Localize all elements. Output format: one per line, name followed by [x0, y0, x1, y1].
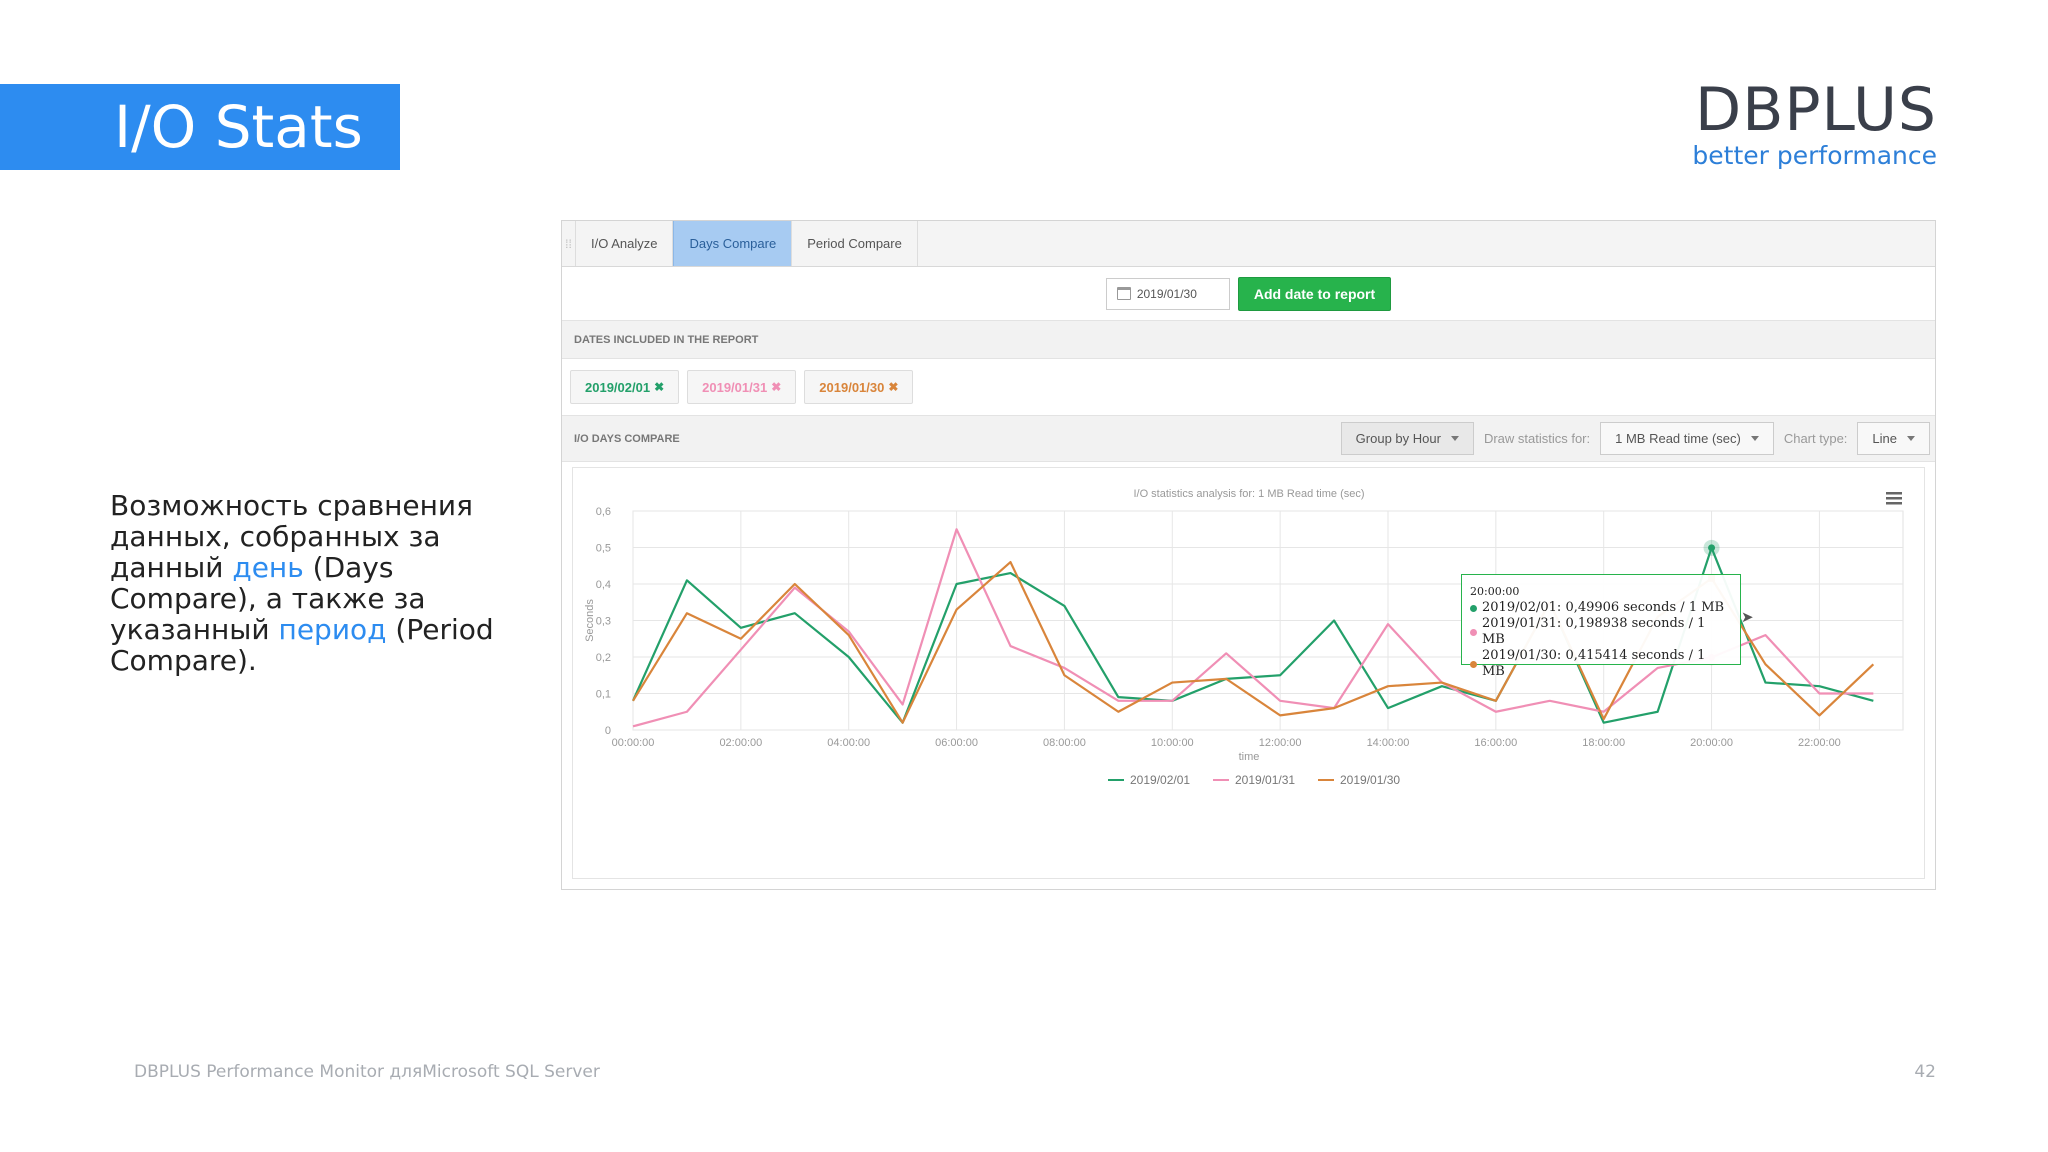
chart-type-value: Line — [1872, 431, 1897, 446]
x-tick-label: 06:00:00 — [935, 737, 978, 749]
date-chip-1[interactable]: 2019/02/01 ✖ — [570, 370, 680, 404]
description-text: Возможность сравнения данных, собранных … — [110, 490, 530, 676]
tooltip-row-text: 2019/01/31: 0,198938 seconds / 1 MB — [1482, 616, 1706, 647]
legend-label: 2019/02/01 — [1130, 773, 1190, 787]
x-tick-label: 00:00:00 — [612, 737, 655, 749]
y-tick-label: 0,3 — [596, 616, 611, 628]
tooltip-row: 2019/02/01: 0,49906 seconds / 1 MB — [1470, 600, 1732, 616]
y-tick-label: 0 — [605, 725, 611, 737]
mouse-cursor-icon: ➤ — [1741, 609, 1754, 626]
remove-icon[interactable]: ✖ — [654, 380, 665, 394]
calendar-icon — [1116, 287, 1131, 300]
draw-statistics-label: Draw statistics for: — [1483, 431, 1591, 446]
desc-part-3: (Period Compare). — [110, 613, 494, 677]
io-chart: 0 0,1 0,2 0,3 0,4 0,5 0,6 00:00:00 02:00:00 04:00… — [572, 467, 1925, 879]
date-chip-label: 2019/01/31 — [702, 379, 768, 395]
chart-tooltip: 20:00:00 2019/02/01: 0,49906 seconds / 1… — [1461, 574, 1741, 679]
menu-icon — [1886, 492, 1902, 495]
series-dot-icon — [1470, 660, 1477, 668]
chart-title: I/O statistics analysis for: 1 MB Read t… — [1133, 488, 1364, 500]
remove-icon[interactable]: ✖ — [888, 380, 899, 394]
x-tick-label: 18:00:00 — [1582, 737, 1625, 749]
tooltip-row: 2019/01/31: 0,198938 seconds / 1 MB — [1470, 616, 1732, 648]
legend-label: 2019/01/30 — [1340, 773, 1400, 787]
remove-icon[interactable]: ✖ — [771, 380, 782, 394]
logo-tagline: better performance — [1692, 141, 1937, 170]
compare-toolbar: I/O DAYS COMPARE Group by Hour Draw stat… — [562, 416, 1935, 462]
group-by-select[interactable]: Group by Hour — [1340, 422, 1474, 455]
x-tick-label: 02:00:00 — [719, 737, 762, 749]
y-tick-label: 0,5 — [596, 543, 611, 555]
dbplus-logo: DBPLUS better performance — [1692, 78, 1937, 170]
grip-icon[interactable]: ⁞⁞ — [562, 221, 576, 266]
draw-statistics-value: 1 MB Read time (sec) — [1615, 431, 1741, 446]
x-tick-label: 14:00:00 — [1367, 737, 1410, 749]
date-chips: 2019/02/01 ✖ 2019/01/31 ✖ 2019/01/30 ✖ — [562, 359, 1935, 416]
tooltip-row-text: 2019/02/01: 0,49906 seconds / 1 MB — [1482, 600, 1725, 615]
tooltip-row-text: 2019/01/30: 0,415414 seconds / 1 MB — [1482, 648, 1706, 679]
date-chip-label: 2019/02/01 — [585, 379, 651, 395]
x-axis-label: time — [1239, 751, 1260, 763]
series-dot-icon — [1470, 604, 1477, 612]
chevron-down-icon — [1450, 436, 1459, 441]
y-tick-label: 0,1 — [596, 689, 611, 701]
page-number: 42 — [1914, 1062, 1936, 1082]
x-tick-label: 04:00:00 — [827, 737, 870, 749]
tab-bar: ⁞⁞ I/O Analyze Days Compare Period Compa… — [562, 221, 1935, 267]
series-dot-icon — [1470, 628, 1477, 636]
series-point-2019/02/01 — [1708, 544, 1716, 552]
draw-statistics-select[interactable]: 1 MB Read time (sec) — [1600, 422, 1774, 455]
date-input[interactable]: 2019/01/30 — [1105, 277, 1230, 310]
chevron-down-icon — [1750, 436, 1759, 441]
x-tick-label: 22:00:00 — [1798, 737, 1841, 749]
app-screenshot-panel: ⁞⁞ I/O Analyze Days Compare Period Compa… — [561, 220, 1936, 890]
dates-section-header: DATES INCLUDED IN THE REPORT — [562, 321, 1935, 359]
tab-io-analyze[interactable]: I/O Analyze — [576, 221, 674, 266]
date-chip-2[interactable]: 2019/01/31 ✖ — [687, 370, 797, 404]
legend-label: 2019/01/31 — [1235, 773, 1295, 787]
tooltip-row: 2019/01/30: 0,415414 seconds / 1 MB — [1470, 648, 1732, 680]
y-tick-label: 0,4 — [596, 579, 611, 591]
group-by-value: Group by Hour — [1355, 431, 1441, 446]
footer-text: DBPLUS Performance Monitor дляMicrosoft … — [134, 1062, 600, 1082]
desc-part-2: (Days Compare), а также за указанный — [110, 551, 426, 646]
desc-highlight-day: день — [232, 551, 304, 584]
x-tick-label: 10:00:00 — [1151, 737, 1194, 749]
date-input-value: 2019/01/30 — [1136, 286, 1197, 301]
x-tick-label: 08:00:00 — [1043, 737, 1086, 749]
chart-type-select[interactable]: Line — [1857, 422, 1930, 455]
y-axis-label: Seconds — [584, 599, 596, 642]
logo-main-text: DBPLUS — [1695, 75, 1937, 145]
y-tick-label: 0,6 — [596, 506, 611, 518]
menu-icon — [1886, 497, 1902, 500]
slide-title: I/O Stats — [0, 84, 400, 170]
y-tick-label: 0,2 — [596, 652, 611, 664]
date-chip-label: 2019/01/30 — [819, 379, 885, 395]
tab-period-compare[interactable]: Period Compare — [792, 221, 918, 266]
desc-part-1: Возможность сравнения данных, собранных … — [110, 489, 473, 584]
chevron-down-icon — [1907, 436, 1915, 441]
x-tick-label: 20:00:00 — [1690, 737, 1733, 749]
x-tick-label: 12:00:00 — [1259, 737, 1302, 749]
compare-title: I/O DAYS COMPARE — [574, 432, 680, 445]
date-chip-3[interactable]: 2019/01/30 ✖ — [804, 370, 914, 404]
desc-highlight-period: период — [278, 613, 387, 646]
date-picker-row: 2019/01/30 Add date to report — [562, 267, 1935, 321]
menu-icon — [1886, 502, 1902, 505]
add-date-button[interactable]: Add date to report — [1237, 276, 1392, 311]
tooltip-time: 20:00:00 — [1470, 585, 1520, 598]
x-tick-label: 16:00:00 — [1474, 737, 1517, 749]
chart-type-label: Chart type: — [1783, 431, 1848, 446]
tab-days-compare[interactable]: Days Compare — [673, 221, 793, 266]
series-line-2019/01/31 — [632, 528, 1874, 728]
